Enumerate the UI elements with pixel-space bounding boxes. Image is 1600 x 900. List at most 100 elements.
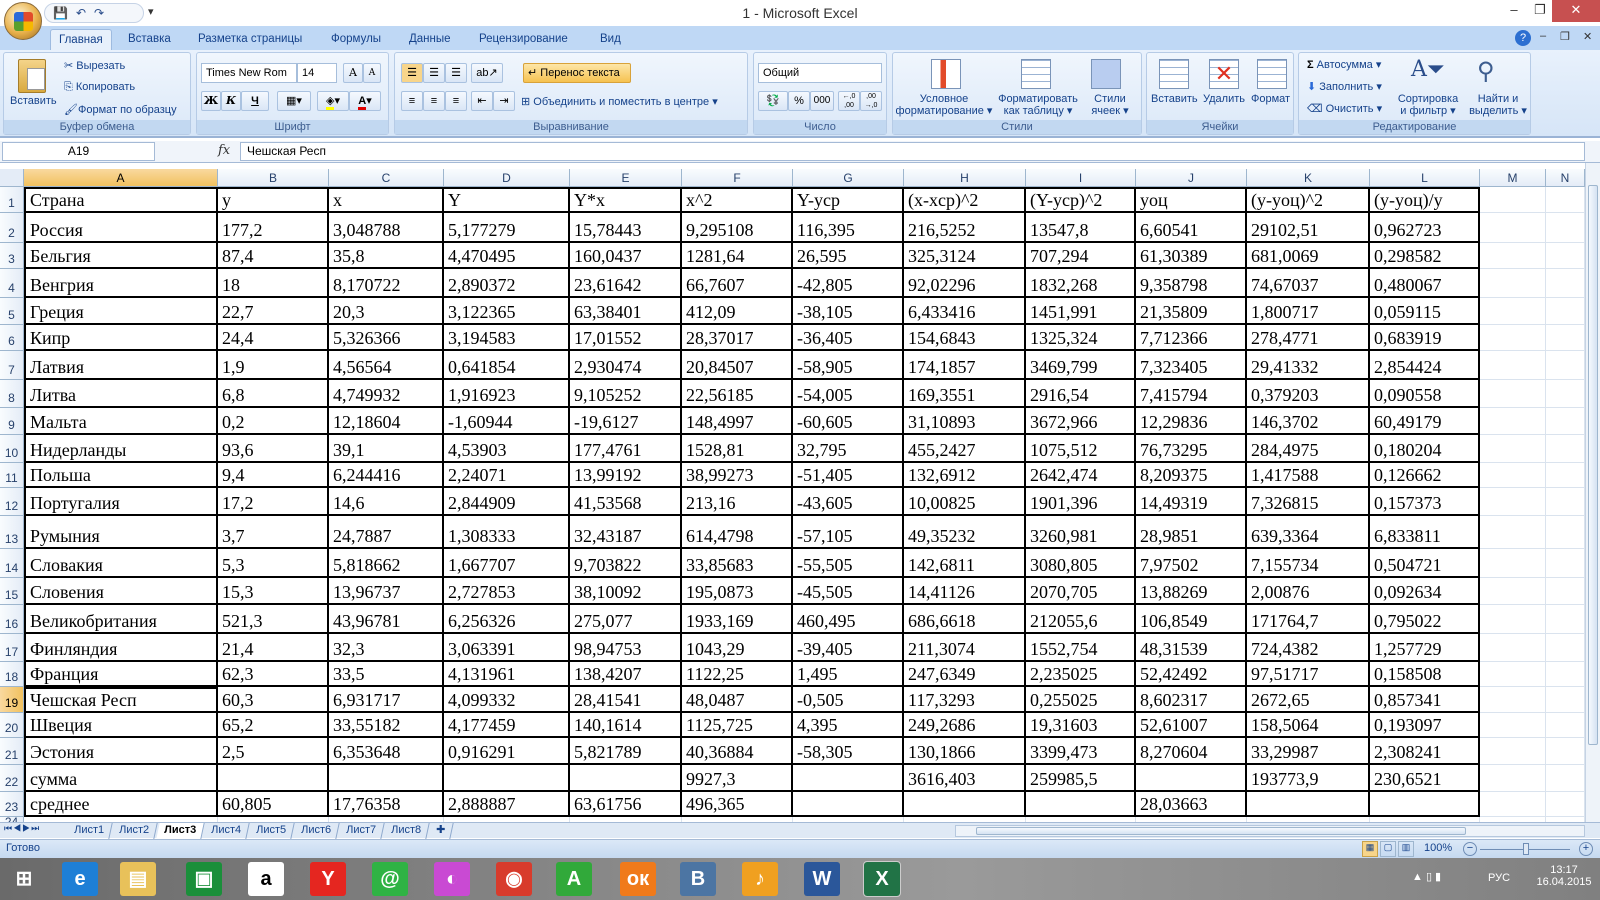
- find-select-button[interactable]: Найти и выделить ▾: [1469, 93, 1527, 117]
- cell-I7[interactable]: 3469,799: [1026, 351, 1136, 380]
- cell-G5[interactable]: -38,105: [793, 298, 904, 325]
- internet-explorer-icon[interactable]: e: [62, 862, 98, 896]
- cell-D24[interactable]: [444, 817, 570, 822]
- cell-C10[interactable]: 39,1: [329, 435, 444, 463]
- cell-B11[interactable]: 9,4: [218, 463, 329, 488]
- cell-K11[interactable]: 1,417588: [1247, 463, 1370, 488]
- cell-E8[interactable]: 9,105252: [570, 380, 682, 408]
- cell-F10[interactable]: 1528,81: [682, 435, 793, 463]
- cell-B22[interactable]: [218, 765, 329, 792]
- cell-N4[interactable]: [1546, 269, 1585, 298]
- odnoklassniki-icon[interactable]: ок: [620, 862, 656, 896]
- cell-M12[interactable]: [1480, 488, 1546, 516]
- cell-M5[interactable]: [1480, 298, 1546, 325]
- fill-color-button[interactable]: ◈▾: [317, 91, 349, 111]
- sheet-tab-8[interactable]: Лист8: [383, 823, 430, 839]
- sheet-tab-1[interactable]: Лист1: [66, 823, 113, 839]
- format-painter-button[interactable]: 🖌Формат по образцу: [64, 103, 177, 116]
- cell-E14[interactable]: 9,703822: [570, 549, 682, 578]
- cell-styles-button[interactable]: Стили ячеек ▾: [1091, 93, 1129, 117]
- cell-M20[interactable]: [1480, 713, 1546, 738]
- help-icon[interactable]: ?: [1515, 30, 1531, 46]
- restore-button[interactable]: ❐: [1534, 2, 1546, 17]
- cell-N22[interactable]: [1546, 765, 1585, 792]
- cell-L19[interactable]: 0,857341: [1370, 687, 1480, 713]
- cell-M10[interactable]: [1480, 435, 1546, 463]
- sheet-tab-4[interactable]: Лист4: [203, 823, 250, 839]
- cell-I22[interactable]: 259985,5: [1026, 765, 1136, 792]
- cell-G17[interactable]: -39,405: [793, 634, 904, 662]
- row-header-17[interactable]: 17: [0, 634, 24, 662]
- cell-K7[interactable]: 29,41332: [1247, 351, 1370, 380]
- cell-I5[interactable]: 1451,991: [1026, 298, 1136, 325]
- cell-N14[interactable]: [1546, 549, 1585, 578]
- cell-A11[interactable]: Польша: [24, 463, 218, 488]
- cell-J1[interactable]: yоц: [1136, 187, 1247, 213]
- cell-M18[interactable]: [1480, 662, 1546, 687]
- cell-L18[interactable]: 0,158508: [1370, 662, 1480, 687]
- cell-N1[interactable]: [1546, 187, 1585, 213]
- cell-M15[interactable]: [1480, 578, 1546, 605]
- cell-F7[interactable]: 20,84507: [682, 351, 793, 380]
- cell-I18[interactable]: 2,235025: [1026, 662, 1136, 687]
- cell-G14[interactable]: -55,505: [793, 549, 904, 578]
- cell-M4[interactable]: [1480, 269, 1546, 298]
- cell-M11[interactable]: [1480, 463, 1546, 488]
- cell-C4[interactable]: 8,170722: [329, 269, 444, 298]
- cell-B16[interactable]: 521,3: [218, 605, 329, 634]
- cut-button[interactable]: ✂ Вырезать: [64, 59, 125, 72]
- cell-A24[interactable]: [24, 817, 218, 822]
- cell-L5[interactable]: 0,059115: [1370, 298, 1480, 325]
- cell-K6[interactable]: 278,4771: [1247, 325, 1370, 351]
- cell-D16[interactable]: 6,256326: [444, 605, 570, 634]
- horizontal-scrollbar[interactable]: [955, 825, 1585, 837]
- music-icon[interactable]: ♪: [742, 862, 778, 896]
- cell-K20[interactable]: 158,5064: [1247, 713, 1370, 738]
- cell-D3[interactable]: 4,470495: [444, 243, 570, 269]
- excel-icon[interactable]: X: [863, 861, 901, 897]
- row-header-7[interactable]: 7: [0, 351, 24, 380]
- cell-C24[interactable]: [329, 817, 444, 822]
- cell-J13[interactable]: 28,9851: [1136, 516, 1247, 549]
- chrome-icon[interactable]: ◉: [496, 862, 532, 896]
- cell-B10[interactable]: 93,6: [218, 435, 329, 463]
- row-header-10[interactable]: 10: [0, 435, 24, 463]
- cell-L14[interactable]: 0,504721: [1370, 549, 1480, 578]
- cell-C23[interactable]: 17,76358: [329, 792, 444, 817]
- cell-N8[interactable]: [1546, 380, 1585, 408]
- cell-H7[interactable]: 174,1857: [904, 351, 1026, 380]
- cell-D17[interactable]: 3,063391: [444, 634, 570, 662]
- cell-A10[interactable]: Нидерланды: [24, 435, 218, 463]
- cell-C12[interactable]: 14,6: [329, 488, 444, 516]
- cell-I24[interactable]: [1026, 817, 1136, 822]
- cell-G3[interactable]: 26,595: [793, 243, 904, 269]
- cell-H21[interactable]: 130,1866: [904, 738, 1026, 765]
- cell-J15[interactable]: 13,88269: [1136, 578, 1247, 605]
- abbyy-icon[interactable]: A: [556, 862, 592, 896]
- cell-A5[interactable]: Греция: [24, 298, 218, 325]
- cell-B13[interactable]: 3,7: [218, 516, 329, 549]
- cell-J22[interactable]: [1136, 765, 1247, 792]
- cell-I10[interactable]: 1075,512: [1026, 435, 1136, 463]
- cell-K19[interactable]: 2672,65: [1247, 687, 1370, 713]
- cell-K15[interactable]: 2,00876: [1247, 578, 1370, 605]
- cell-A9[interactable]: Мальта: [24, 408, 218, 435]
- windows-start-icon[interactable]: ⊞: [15, 868, 33, 890]
- cell-H20[interactable]: 249,2686: [904, 713, 1026, 738]
- cell-A4[interactable]: Венгрия: [24, 269, 218, 298]
- italic-button[interactable]: К: [221, 91, 241, 111]
- column-header-C[interactable]: C: [329, 169, 444, 187]
- cell-L23[interactable]: [1370, 792, 1480, 817]
- page-layout-view-icon[interactable]: ▢: [1380, 841, 1396, 857]
- cell-H22[interactable]: 3616,403: [904, 765, 1026, 792]
- cell-E7[interactable]: 2,930474: [570, 351, 682, 380]
- cell-J23[interactable]: 28,03663: [1136, 792, 1247, 817]
- cell-G10[interactable]: 32,795: [793, 435, 904, 463]
- cell-A2[interactable]: Россия: [24, 213, 218, 243]
- minimize-button[interactable]: ‒: [1510, 2, 1518, 17]
- picasa-icon[interactable]: ◐: [434, 862, 470, 896]
- column-header-L[interactable]: L: [1370, 169, 1480, 187]
- cell-B20[interactable]: 65,2: [218, 713, 329, 738]
- cell-M21[interactable]: [1480, 738, 1546, 765]
- cell-F18[interactable]: 1122,25: [682, 662, 793, 687]
